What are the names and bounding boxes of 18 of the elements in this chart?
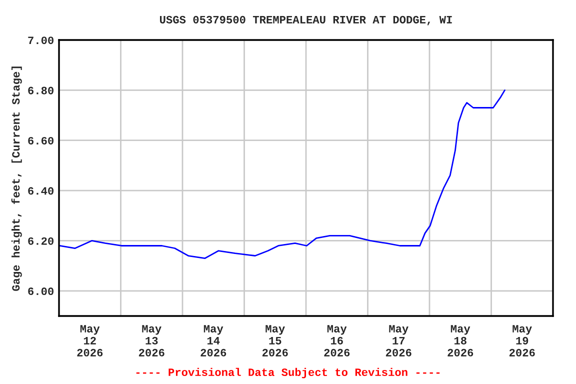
text: ---- Provisional Data Subject to Revision ---- (136, 368, 440, 378)
x-tick-label: May 19 2026 (509, 325, 535, 356)
y-tick-label: 6.60 (28, 136, 54, 144)
x-tick-label: May 17 2026 (386, 325, 412, 356)
x-tick-label: May 13 2026 (138, 325, 164, 356)
y-tick-label: 6.20 (28, 237, 54, 245)
x-tick-label: May 18 2026 (448, 325, 474, 356)
chart-title: USGS 05379500 TREMPEALEAU RIVER AT DODGE, WI (160, 16, 452, 26)
x-tick-label: May 12 2026 (77, 325, 103, 356)
y-axis-title: Gage height, feet, [Current Stage] (11, 66, 22, 291)
y-tick-label: 6.40 (28, 187, 54, 195)
x-tick-label: May 16 2026 (324, 325, 350, 356)
y-tick-label: 7.00 (28, 36, 54, 44)
line-series (59, 89, 506, 259)
x-tick-label: May 15 2026 (262, 325, 288, 356)
y-tick-label: 6.80 (28, 86, 54, 94)
y-tick-label: 6.00 (28, 288, 54, 296)
x-tick-label: May 14 2026 (200, 325, 226, 356)
